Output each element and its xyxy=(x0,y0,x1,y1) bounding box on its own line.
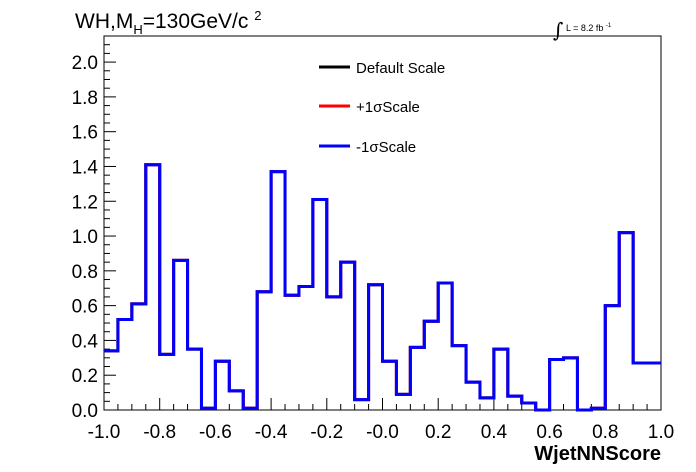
x-tick-label: -0.4 xyxy=(255,422,288,443)
y-tick-label: 1.0 xyxy=(72,227,98,248)
chart-title-subscript: H xyxy=(133,22,143,37)
x-tick-label: 0.6 xyxy=(536,422,562,443)
x-tick-label: -1.0 xyxy=(88,422,121,443)
x-tick-label: -0.8 xyxy=(143,422,176,443)
x-tick-label: 1.0 xyxy=(648,422,674,443)
chart-title: WH,MH=130GeV/c 2 xyxy=(75,8,261,37)
x-tick-label: 0.8 xyxy=(592,422,618,443)
chart-title-superscript: 2 xyxy=(254,8,262,23)
legend-label: -1σScale xyxy=(356,139,416,156)
y-tick-label: 0.6 xyxy=(72,297,98,318)
x-tick-label: 0.4 xyxy=(481,422,508,443)
x-axis: -1.0 -0.8 -0.6 -0.4 -0.2 -0.0 0.2 0.4 0.6 0.8 1.0 xyxy=(88,398,674,443)
legend: Default Scale +1σScale -1σScale xyxy=(319,60,445,156)
x-tick-label: -0.0 xyxy=(366,422,399,443)
y-tick-label: 0.8 xyxy=(72,262,98,283)
y-tick-label: 1.2 xyxy=(72,192,98,213)
luminosity-superscript: -1 xyxy=(605,23,612,29)
integral-symbol: ∫ xyxy=(553,18,564,42)
y-tick-label: 1.4 xyxy=(72,157,99,178)
y-tick-label: 0.0 xyxy=(72,401,98,422)
series-line-2 xyxy=(104,163,661,412)
legend-label: Default Scale xyxy=(356,60,445,77)
series-lines xyxy=(104,163,661,412)
legend-label: +1σScale xyxy=(356,99,420,116)
y-tick-label: 0.4 xyxy=(72,331,99,352)
luminosity-text: L = 8.2 fb xyxy=(565,23,604,33)
x-tick-label: 0.2 xyxy=(425,422,451,443)
chart-title-mid: =130GeV/c xyxy=(142,10,249,33)
x-tick-label: -0.6 xyxy=(199,422,232,443)
y-tick-label: 1.8 xyxy=(72,88,98,109)
y-axis: 0.0 0.2 0.4 0.6 0.8 1.0 1.2 1.4 1.6 1.8 2.0 xyxy=(72,35,116,422)
x-axis-label: WjetNNScore xyxy=(534,443,661,465)
y-tick-label: 1.6 xyxy=(72,123,98,144)
chart-title-prefix: WH,M xyxy=(75,10,134,33)
y-tick-label: 2.0 xyxy=(72,53,98,74)
x-tick-label: -0.2 xyxy=(310,422,343,443)
y-tick-label: 0.2 xyxy=(72,366,98,387)
luminosity-label: ∫ L = 8.2 fb -1 xyxy=(553,12,612,42)
